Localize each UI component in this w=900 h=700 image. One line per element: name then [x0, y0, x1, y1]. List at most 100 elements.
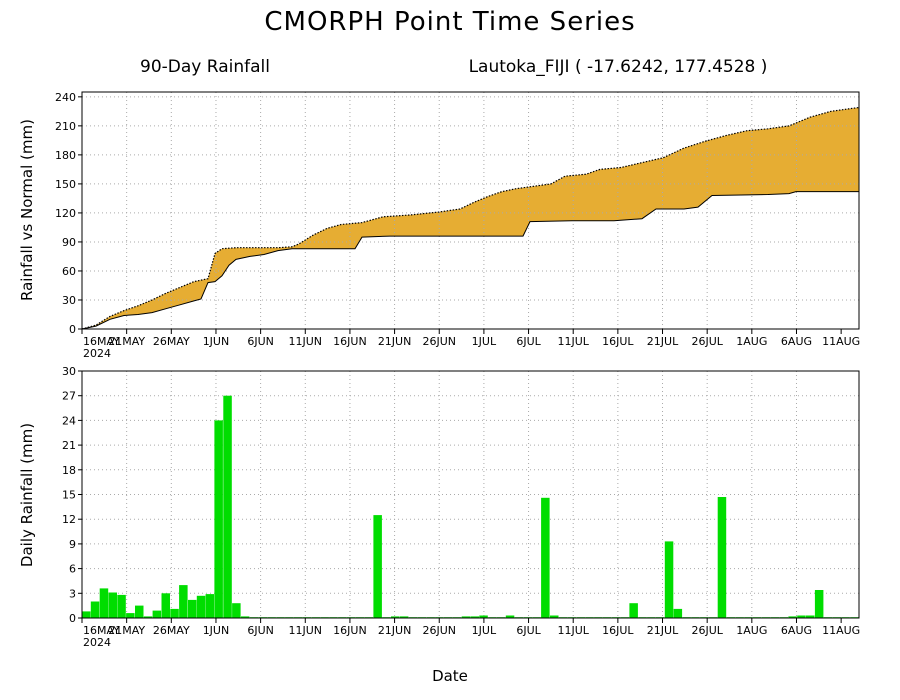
bottom-x-tick-label: 16JUN	[333, 624, 367, 637]
top-x-year-label: 2024	[83, 347, 111, 360]
top-y-tick-label: 120	[55, 207, 76, 220]
daily-rainfall-bar	[188, 599, 197, 618]
bottom-x-tick-label: 1JUL	[472, 624, 497, 637]
bottom-x-tick-label: 6AUG	[781, 624, 812, 637]
top-y-tick-label: 30	[62, 294, 76, 307]
bottom-x-tick-label: 26JUL	[691, 624, 723, 637]
top-y-tick-label: 180	[55, 149, 76, 162]
daily-rainfall-bar	[505, 615, 515, 618]
bottom-x-tick-label: 26MAY	[153, 624, 190, 637]
daily-rainfall-bar	[373, 515, 382, 618]
chart-title: CMORPH Point Time Series	[264, 7, 635, 37]
bottom-x-tick-label: 11JUN	[289, 624, 323, 637]
top-x-tick-label: 6JUL	[516, 335, 541, 348]
daily-rainfall-bar	[797, 615, 806, 618]
actual-rainfall-line	[81, 106, 860, 330]
bottom-y-tick-label: 6	[69, 563, 76, 576]
top-x-tick-label: 16JUN	[333, 335, 367, 348]
x-axis-label: Date	[432, 667, 468, 685]
top-y-tick-label: 210	[55, 120, 76, 133]
daily-rainfall-bar	[99, 588, 109, 618]
daily-rainfall-bar	[788, 616, 797, 618]
bottom-x-year-label: 2024	[83, 636, 111, 649]
top-x-tick-label: 1JUN	[203, 335, 230, 348]
daily-rainfall-bar	[806, 615, 815, 618]
top-x-tick-label: 21JUL	[647, 335, 679, 348]
daily-rainfall-bar	[541, 497, 550, 618]
chart-subtitle-right: Lautoka_FIJI ( -17.6242, 177.4528 )	[469, 57, 768, 77]
daily-rainfall-bar	[673, 608, 683, 618]
bottom-x-tick-label: 16JUL	[602, 624, 634, 637]
bottom-y-tick-label: 9	[69, 538, 76, 551]
top-x-tick-label: 6JUN	[247, 335, 274, 348]
top-y-tick-label: 0	[69, 323, 76, 336]
daily-rainfall-bar	[461, 616, 471, 618]
daily-rainfall-bar	[223, 395, 232, 618]
daily-rainfall-bar	[196, 595, 206, 618]
daily-rainfall-bar	[814, 590, 824, 618]
top-x-tick-label: 1AUG	[736, 335, 767, 348]
daily-rainfall-bar	[214, 420, 223, 618]
daily-rainfall-bar	[232, 603, 241, 618]
daily-rainfall-bar	[170, 608, 179, 618]
daily-rainfall-bar	[717, 497, 727, 618]
daily-rainfall-bar	[391, 616, 400, 618]
bottom-y-tick-label: 12	[62, 513, 76, 526]
top-x-tick-label: 16MAY	[83, 335, 120, 348]
daily-rainfall-bar	[152, 610, 162, 618]
top-y-tick-label: 90	[62, 236, 76, 249]
daily-rainfall-bar	[550, 615, 559, 618]
bottom-x-tick-label: 21JUN	[378, 624, 412, 637]
daily-rainfall-bar	[179, 585, 188, 618]
top-y-axis-label: Rainfall vs Normal (mm)	[18, 119, 36, 301]
daily-rainfall-bar	[108, 592, 117, 618]
bottom-x-tick-label: 11JUL	[557, 624, 589, 637]
daily-rainfall-bar	[161, 593, 170, 618]
top-x-tick-label: 11JUN	[289, 335, 323, 348]
top-y-tick-label: 240	[55, 91, 76, 104]
bottom-y-tick-label: 21	[62, 439, 76, 452]
top-x-tick-label: 21JUN	[378, 335, 412, 348]
daily-rainfall-bar	[470, 616, 479, 618]
bottom-y-axis-label: Daily Rainfall (mm)	[18, 423, 36, 567]
bottom-plot-frame	[81, 370, 860, 619]
top-x-tick-label: 1JUL	[472, 335, 497, 348]
bottom-y-tick-label: 0	[69, 612, 76, 625]
top-x-tick-label: 11AUG	[822, 335, 860, 348]
top-x-tick-label: 26MAY	[153, 335, 190, 348]
bottom-x-tick-label: 21JUL	[647, 624, 679, 637]
bottom-x-tick-label: 1JUN	[203, 624, 230, 637]
bottom-y-tick-label: 30	[62, 365, 76, 378]
above-normal-fill	[82, 107, 859, 329]
daily-rainfall-bar	[479, 615, 488, 618]
daily-rainfall-bar	[664, 541, 674, 618]
daily-rainfall-bar	[205, 594, 215, 618]
daily-rainfall-bar	[82, 611, 91, 618]
normal-rainfall-line	[81, 191, 859, 330]
chart-subtitle-left: 90-Day Rainfall	[140, 57, 270, 77]
bottom-x-tick-label: 6JUL	[516, 624, 541, 637]
daily-rainfall-bar	[126, 613, 135, 618]
bottom-x-tick-label: 11AUG	[822, 624, 860, 637]
daily-rainfall-bar	[90, 601, 100, 618]
top-x-tick-label: 6AUG	[781, 335, 812, 348]
bottom-y-tick-label: 3	[69, 587, 76, 600]
top-x-tick-label: 26JUL	[691, 335, 723, 348]
bottom-x-tick-label: 21MAY	[108, 624, 145, 637]
top-plot-frame	[81, 91, 860, 330]
daily-rainfall-bar	[240, 616, 250, 618]
top-x-tick-label: 11JUL	[557, 335, 589, 348]
bottom-x-tick-label: 26JUN	[422, 624, 456, 637]
daily-rainfall-bar	[143, 616, 153, 618]
daily-rainfall-bar	[135, 605, 144, 618]
top-x-tick-label: 26JUN	[422, 335, 456, 348]
bottom-y-tick-label: 27	[62, 390, 76, 403]
daily-rainfall-bar	[117, 594, 126, 618]
bottom-y-tick-label: 24	[62, 414, 76, 427]
top-x-tick-label: 16JUL	[602, 335, 634, 348]
daily-rainfall-bar	[399, 616, 409, 618]
bottom-x-tick-label: 16MAY	[83, 624, 120, 637]
